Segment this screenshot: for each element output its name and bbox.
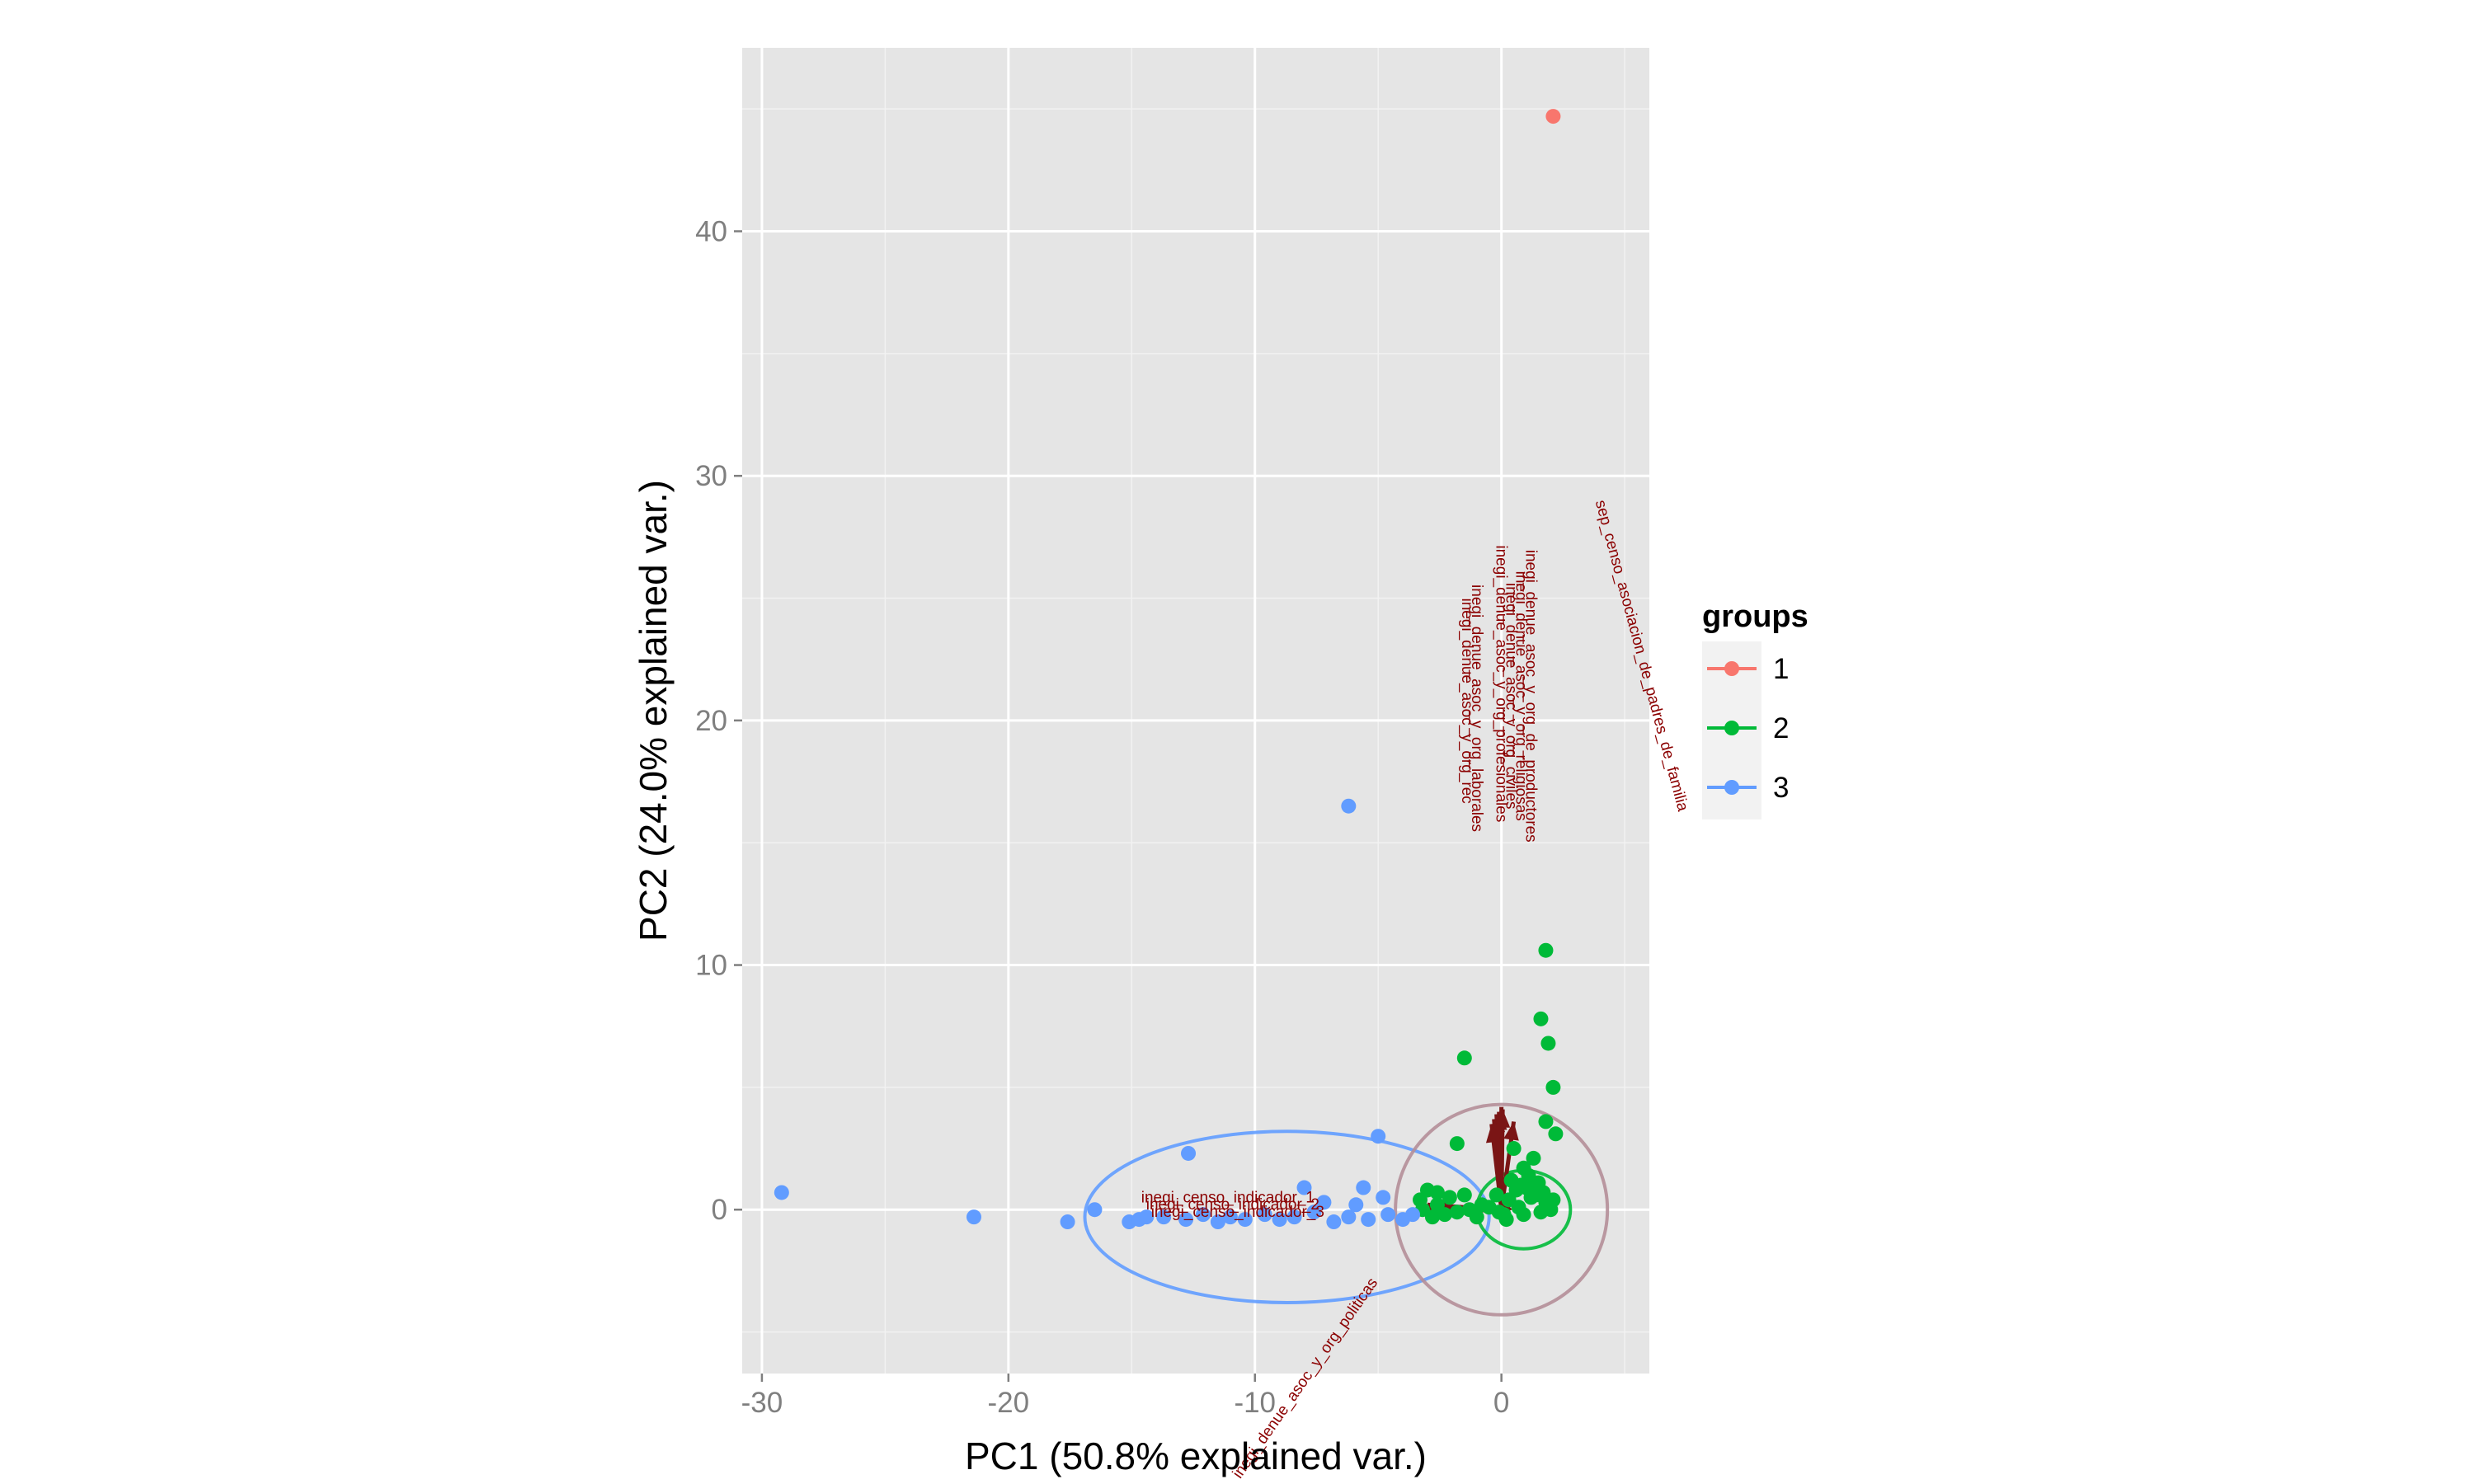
point-group-2 [1545, 1192, 1561, 1208]
point-group-2 [1449, 1205, 1465, 1220]
point-group-3 [774, 1185, 789, 1200]
y-tick-label: 30 [695, 460, 727, 492]
x-tick-label: -10 [1234, 1387, 1276, 1419]
point-group-2 [1545, 1079, 1561, 1095]
loading-arrowhead [1503, 1121, 1519, 1141]
legend-title: groups [1702, 599, 1808, 634]
point-group-2 [1513, 1177, 1529, 1193]
point-group-2 [1511, 1200, 1526, 1215]
point-group-3 [1380, 1207, 1396, 1223]
point-group-3 [1210, 1214, 1225, 1230]
legend: groups 1 2 3 [1702, 599, 1808, 819]
loading-label: inegi_denue_asoc_y_org_civiles [1503, 583, 1520, 810]
point-group-1 [1545, 109, 1561, 124]
point-group-3 [1178, 1212, 1194, 1228]
point-group-3 [1356, 1180, 1371, 1195]
point-group-2 [1429, 1197, 1445, 1213]
y-tick-label: 0 [712, 1194, 727, 1226]
point-group-2 [1489, 1187, 1504, 1203]
point-group-2 [1506, 1141, 1522, 1157]
point-group-3 [1139, 1209, 1155, 1225]
major-gridlines [742, 48, 1649, 1374]
point-group-3 [966, 1209, 981, 1225]
point-group-2 [1469, 1209, 1484, 1225]
point-group-3 [1405, 1207, 1421, 1223]
y-tick-label: 20 [695, 705, 727, 737]
point-group-3 [1371, 1129, 1386, 1144]
y-tick-label: 40 [695, 216, 727, 248]
point-group-2 [1548, 1126, 1564, 1142]
point-group-3 [1156, 1209, 1172, 1225]
point-group-3 [1286, 1209, 1302, 1225]
loading-label: inegi_denue_asoc_y_org_rec [1458, 598, 1475, 803]
point-group-2 [1456, 1187, 1472, 1203]
loading-label: inegi_denue_asoc_y_org_profesionales [1493, 545, 1510, 822]
point-group-2 [1442, 1190, 1457, 1205]
point-group-3 [1195, 1207, 1211, 1223]
point-group-2 [1456, 1050, 1472, 1066]
minor-gridlines [742, 48, 1649, 1374]
point-group-3 [1272, 1212, 1287, 1228]
loading-label: inegi_denue_asoc_y_org_religiosas [1512, 571, 1530, 821]
y-tick-label: 10 [695, 950, 727, 982]
point-group-3 [1296, 1180, 1312, 1195]
ellipse-group-3 [1083, 1129, 1491, 1304]
loading-arrowhead [1485, 1124, 1502, 1144]
legend-key-point-1 [1724, 661, 1739, 676]
ellipse-group-circle [1394, 1102, 1610, 1317]
loading-label: inegi_censo_indicador_2 [1146, 1196, 1319, 1214]
x-axis-title: PC1 (50.8% explained var.) [965, 1435, 1427, 1477]
data-points [774, 109, 1564, 1230]
x-tick-label: -30 [741, 1387, 783, 1419]
loading-label: inegi_denue_asoc_y_org_de_productores [1522, 550, 1540, 843]
point-group-2 [1424, 1209, 1440, 1225]
point-group-3 [1060, 1214, 1075, 1230]
point-group-3 [1316, 1195, 1332, 1210]
point-group-2 [1538, 942, 1554, 958]
legend-label-2: 2 [1773, 712, 1789, 744]
x-tick-label: 0 [1493, 1387, 1509, 1419]
legend-key-point-2 [1724, 721, 1739, 735]
legend-label-1: 1 [1773, 653, 1789, 685]
loading-label: inegi_censo_indicador_3 [1151, 1204, 1324, 1221]
point-group-2 [1538, 1114, 1554, 1129]
legend-key-point-3 [1724, 780, 1739, 795]
point-group-3 [1257, 1207, 1272, 1223]
point-group-3 [1341, 1209, 1357, 1225]
point-group-3 [1306, 1205, 1322, 1220]
point-group-3 [1181, 1145, 1197, 1161]
point-group-2 [1540, 1036, 1556, 1051]
point-group-3 [1376, 1190, 1391, 1205]
point-group-2 [1429, 1185, 1445, 1200]
legend-label-3: 3 [1773, 772, 1789, 804]
point-group-2 [1491, 1205, 1507, 1220]
point-group-3 [1326, 1214, 1342, 1230]
point-group-3 [1361, 1212, 1376, 1228]
point-group-3 [1087, 1202, 1103, 1218]
point-group-2 [1526, 1150, 1541, 1166]
point-group-2 [1449, 1136, 1465, 1152]
point-group-3 [1341, 798, 1357, 814]
loading-label: inegi_denue_asoc_y_org_laborales [1468, 585, 1485, 832]
point-group-3 [1237, 1212, 1253, 1228]
axis-tick-labels: -30 -20 -10 0 0 10 20 30 40 [695, 216, 1509, 1419]
point-group-2 [1533, 1011, 1549, 1026]
x-tick-label: -20 [988, 1387, 1030, 1419]
y-axis-title: PC2 (24.0% explained var.) [632, 480, 675, 942]
point-group-3 [1222, 1209, 1238, 1225]
point-group-3 [1348, 1197, 1364, 1213]
axis-ticks [734, 230, 1503, 1382]
loading-label: inegi_censo_indicador_1 [1141, 1189, 1315, 1206]
